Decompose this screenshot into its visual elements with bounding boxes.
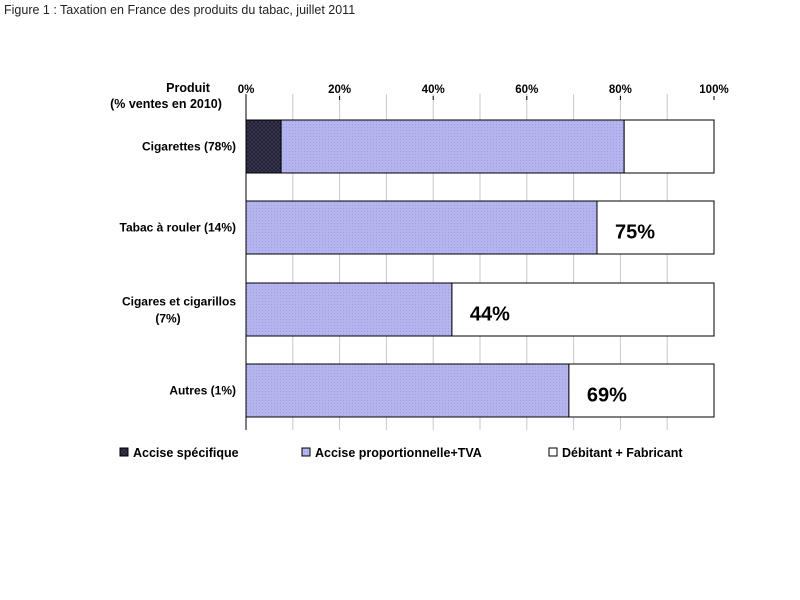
data-label: 75% [615, 222, 655, 244]
legend-label: Accise proportionnelle+TVA [315, 446, 482, 460]
x-tick-label: 20% [328, 84, 351, 96]
x-tick-label: 0% [238, 84, 255, 96]
legend: Accise spécifique Accise proportionnelle+… [119, 446, 683, 460]
bars [245, 119, 715, 418]
legend-swatch [548, 447, 558, 457]
legend-swatch [119, 447, 129, 457]
category-label: Tabac à rouler (14%) [120, 221, 236, 235]
x-tick-label: 40% [422, 84, 445, 96]
category-label: Autres (1%) [169, 384, 236, 398]
bar-segment [451, 282, 715, 337]
category-label: (7%) [155, 312, 180, 326]
bar-segment [623, 119, 715, 174]
x-tick-label: 60% [515, 84, 538, 96]
data-label: 69% [587, 385, 627, 407]
bar-segment [245, 119, 282, 174]
data-labels: 75% 44% 69% [470, 222, 655, 407]
figure-caption: Figure 1 : Taxation en France des produi… [4, 3, 356, 17]
category-label: Cigarettes (78%) [142, 140, 236, 154]
category-label: Cigares et cigarillos [122, 295, 236, 309]
legend-label: Débitant + Fabricant [562, 446, 683, 460]
bar-segment [568, 363, 715, 418]
category-labels: Cigarettes (78%) Tabac à rouler (14%) Ciga… [120, 140, 237, 398]
bar-segment [280, 119, 625, 174]
bar-segment [245, 282, 453, 337]
x-tick-label: 100% [699, 84, 728, 96]
axis-title-line2: (% ventes en 2010) [110, 97, 222, 111]
legend-label: Accise spécifique [133, 446, 239, 460]
legend-swatch [301, 447, 311, 457]
bar-segment [596, 200, 715, 255]
axis-title-line1: Produit [166, 81, 211, 95]
data-label: 44% [470, 304, 510, 326]
bar-segment [245, 363, 570, 418]
x-axis-ticks: 0% 20% 40% 60% 80% 100% [238, 84, 729, 100]
x-tick-label: 80% [609, 84, 632, 96]
bar-segment [245, 200, 598, 255]
